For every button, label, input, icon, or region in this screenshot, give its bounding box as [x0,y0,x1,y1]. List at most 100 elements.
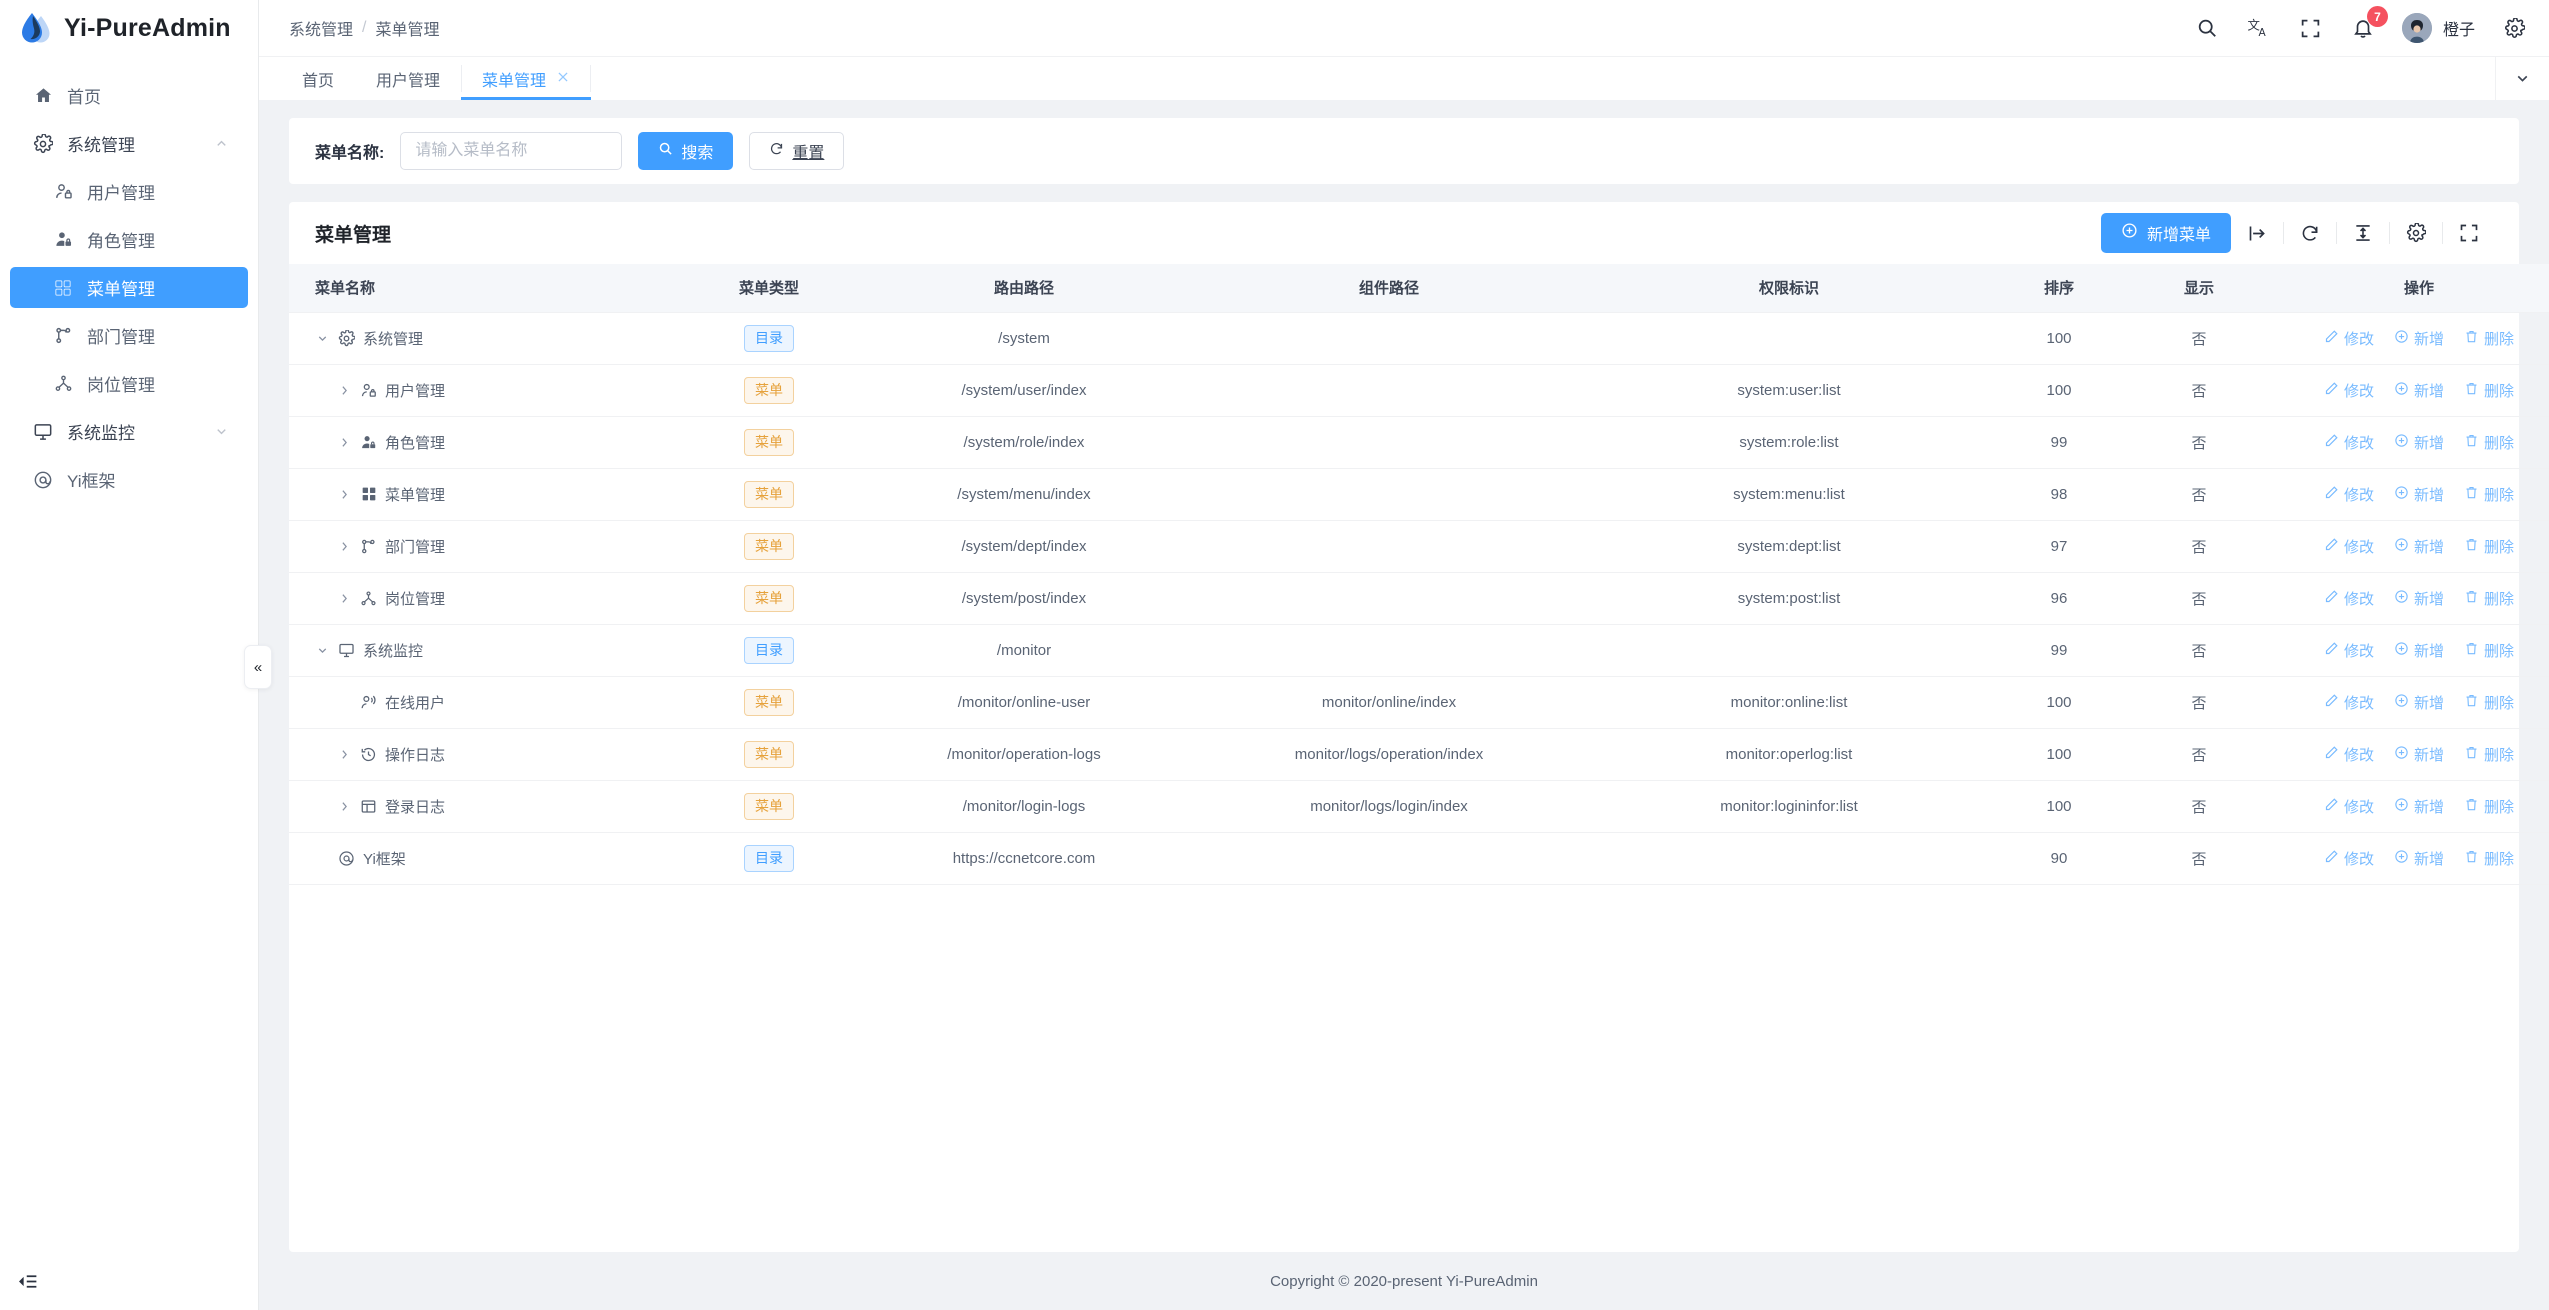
settings-gear-icon[interactable] [2501,15,2527,41]
chevron-right-icon[interactable] [337,435,352,450]
search-icon[interactable] [2194,15,2220,41]
edit-button-label: 修改 [2343,850,2374,868]
delete-button[interactable]: 删除 [2464,484,2514,505]
add-button[interactable]: 新增 [2394,536,2444,557]
add-button[interactable]: 新增 [2394,588,2444,609]
sidebar-item-home[interactable]: 首页 [10,75,248,116]
bell-icon[interactable]: 7 [2350,6,2388,41]
table-row[interactable]: 系统监控 目录 /monitor 99 否 修改 新增 删除 [289,624,2549,677]
chevron-right-icon[interactable] [337,487,352,502]
add-button[interactable]: 新增 [2394,484,2444,505]
chevron-down-icon[interactable] [315,331,330,346]
add-button[interactable]: 新增 [2394,848,2444,869]
sidebar-group-system-label: 系统管理 [67,136,135,155]
edit-button[interactable]: 修改 [2324,692,2374,713]
add-button[interactable]: 新增 [2394,692,2444,713]
cell-actions: 修改 新增 删除 [2269,520,2549,573]
translate-icon[interactable]: 文 A [2246,15,2272,41]
edit-button[interactable]: 修改 [2324,536,2374,557]
edit-button[interactable]: 修改 [2324,432,2374,453]
tab-user-management[interactable]: 用户管理 [355,57,461,100]
add-button[interactable]: 新增 [2394,380,2444,401]
edit-button[interactable]: 修改 [2324,588,2374,609]
brand-logo[interactable]: Yi-PureAdmin [0,0,258,56]
sidebar-item-dept-management[interactable]: 部门管理 [10,315,248,356]
close-icon[interactable] [556,70,570,88]
table-row[interactable]: 岗位管理 菜单 /system/post/index system:post:l… [289,572,2549,625]
table-row[interactable]: 部门管理 菜单 /system/dept/index system:dept:l… [289,520,2549,573]
edit-button[interactable]: 修改 [2324,744,2374,765]
cell-visible: 否 [2129,364,2269,417]
edit-button[interactable]: 修改 [2324,484,2374,505]
add-button[interactable]: 新增 [2394,796,2444,817]
table-row[interactable]: 系统管理 目录 /system 100 否 修改 新增 删除 [289,311,2549,365]
refresh-icon[interactable] [2297,220,2323,246]
svg-text:文: 文 [2248,17,2261,32]
delete-button[interactable]: 删除 [2464,536,2514,557]
delete-button-label: 删除 [2484,590,2515,608]
table-row[interactable]: 登录日志 菜单 /monitor/login-logs monitor/logs… [289,780,2549,833]
breadcrumb-parent[interactable]: 系统管理 [289,22,354,39]
delete-button[interactable]: 删除 [2464,588,2514,609]
pencil-icon [2324,693,2339,712]
table-row[interactable]: 菜单管理 菜单 /system/menu/index system:menu:l… [289,468,2549,521]
sidebar-group-system[interactable]: 系统管理 [10,123,248,164]
delete-button[interactable]: 删除 [2464,744,2514,765]
edit-button[interactable]: 修改 [2324,848,2374,869]
add-menu-button[interactable]: 新增菜单 [2100,213,2231,253]
edit-button[interactable]: 修改 [2324,796,2374,817]
sidebar-item-user-management[interactable]: 用户管理 [10,171,248,212]
edit-button-label: 修改 [2343,642,2374,660]
sidebar-group-monitor[interactable]: 系统监控 [10,411,248,452]
chevron-right-icon[interactable] [337,591,352,606]
add-button[interactable]: 新增 [2394,432,2444,453]
chevron-right-icon[interactable] [337,799,352,814]
chevron-right-icon[interactable] [337,539,352,554]
add-button[interactable]: 新增 [2394,744,2444,765]
edit-button[interactable]: 修改 [2324,640,2374,661]
sidebar-item-post-management[interactable]: 岗位管理 [10,363,248,404]
collapse-list-icon[interactable] [18,1271,39,1297]
table-row[interactable]: 用户管理 菜单 /system/user/index system:user:l… [289,364,2549,417]
search-input[interactable] [400,132,623,170]
table-row[interactable]: 操作日志 菜单 /monitor/operation-logs monitor/… [289,728,2549,781]
cell-actions: 修改 新增 删除 [2269,832,2549,885]
sidebar-item-role-management[interactable]: 角色管理 [10,219,248,260]
chevron-down-icon[interactable] [315,643,330,658]
trash-icon [2464,797,2479,816]
tab-menu-management[interactable]: 菜单管理 [461,57,592,100]
sidebar-item-yi-framework[interactable]: Yi框架 [10,459,248,500]
table-row[interactable]: 角色管理 菜单 /system/role/index system:role:l… [289,416,2549,469]
fullscreen-icon[interactable] [2456,220,2482,246]
sidebar-collapse-handle[interactable]: « [244,645,272,689]
delete-button[interactable]: 删除 [2464,640,2514,661]
user-menu[interactable]: 橙子 [2401,13,2475,43]
table-row[interactable]: 在线用户 菜单 /monitor/online-user monitor/onl… [289,676,2549,729]
chevron-right-icon[interactable] [337,383,352,398]
reset-button[interactable]: 重置 [749,132,845,170]
search-button[interactable]: 搜索 [638,132,734,170]
delete-button[interactable]: 删除 [2464,432,2514,453]
tab-more-chevron-down-icon[interactable] [2495,57,2549,100]
delete-button[interactable]: 删除 [2464,380,2514,401]
delete-button[interactable]: 删除 [2464,328,2514,349]
cell-perm: monitor:operlog:list [1589,728,1989,781]
fullscreen-icon[interactable] [2298,15,2324,41]
edit-button[interactable]: 修改 [2324,328,2374,349]
density-icon[interactable] [2350,220,2376,246]
edit-button[interactable]: 修改 [2324,380,2374,401]
row-name-label: 角色管理 [385,434,446,452]
expand-arrow-icon[interactable] [2244,220,2270,246]
chevron-right-icon[interactable] [337,747,352,762]
tab-home[interactable]: 首页 [281,57,355,100]
edit-button-label: 修改 [2343,798,2374,816]
sidebar-item-menu-management[interactable]: 菜单管理 [10,267,248,308]
add-button[interactable]: 新增 [2394,328,2444,349]
delete-button[interactable]: 删除 [2464,796,2514,817]
table-row[interactable]: Yi框架 目录 https://ccnetcore.com 90 否 修改 新增… [289,832,2549,885]
delete-button[interactable]: 删除 [2464,848,2514,869]
delete-button[interactable]: 删除 [2464,692,2514,713]
gear-icon[interactable] [2403,220,2429,246]
add-button[interactable]: 新增 [2394,640,2444,661]
plus-circle-icon [2394,433,2409,452]
